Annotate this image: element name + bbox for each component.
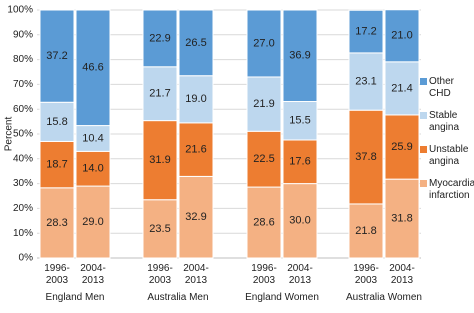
bar-segment bbox=[142, 199, 178, 259]
value-label: 15.5 bbox=[289, 115, 310, 127]
bar-segment bbox=[39, 187, 75, 259]
bar-segment bbox=[282, 183, 318, 259]
value-label: 25.9 bbox=[391, 141, 412, 153]
value-label: 23.1 bbox=[355, 75, 376, 87]
value-label: 21.4 bbox=[391, 82, 412, 94]
bar-segment bbox=[384, 178, 420, 259]
y-tick-label: 80% bbox=[13, 54, 33, 65]
value-label: 26.5 bbox=[185, 37, 206, 49]
bar-segment bbox=[246, 186, 282, 259]
y-tick-label: 0% bbox=[19, 253, 34, 264]
value-label: 21.6 bbox=[185, 144, 206, 156]
bar-segment bbox=[348, 9, 384, 54]
bar-segment bbox=[75, 9, 111, 127]
value-label: 21.8 bbox=[355, 225, 376, 237]
value-label: 27.0 bbox=[253, 37, 274, 49]
bar-segment bbox=[178, 9, 214, 77]
bar-segment bbox=[348, 52, 384, 111]
y-axis-label: Percent bbox=[4, 117, 15, 152]
y-tick-label: 60% bbox=[13, 104, 33, 115]
y-tick-label: 50% bbox=[13, 129, 33, 140]
value-label: 21.7 bbox=[149, 88, 170, 100]
bar-segment bbox=[178, 122, 214, 177]
y-tick-label: 70% bbox=[13, 79, 33, 90]
value-label: 31.9 bbox=[149, 154, 170, 166]
x-tick-label: 1996-2003 bbox=[147, 263, 173, 286]
x-tick-label: 2004-2013 bbox=[80, 263, 106, 286]
value-label: 32.9 bbox=[185, 211, 206, 223]
group-label: Australia Men bbox=[147, 292, 209, 303]
bar-segment bbox=[246, 130, 282, 188]
value-label: 46.6 bbox=[82, 62, 103, 74]
bar-segment bbox=[178, 75, 214, 124]
legend-swatch bbox=[420, 112, 427, 119]
x-tick-label: 2004-2013 bbox=[183, 263, 209, 286]
bar-segment bbox=[384, 9, 420, 63]
value-label: 21.0 bbox=[391, 30, 412, 42]
bar-segment bbox=[142, 120, 178, 201]
value-label: 15.8 bbox=[46, 116, 67, 128]
value-label: 36.9 bbox=[289, 50, 310, 62]
value-label: 14.0 bbox=[82, 163, 103, 175]
bar-segment bbox=[75, 150, 111, 187]
x-tick-label: 1996-2003 bbox=[353, 263, 379, 286]
x-tick-label: 1996-2003 bbox=[251, 263, 277, 286]
value-label: 28.3 bbox=[46, 217, 67, 229]
y-tick-label: 30% bbox=[13, 178, 33, 189]
value-label: 18.7 bbox=[46, 159, 67, 171]
value-label: 30.0 bbox=[289, 215, 310, 227]
y-tick-label: 20% bbox=[13, 203, 33, 214]
bar-segment bbox=[348, 203, 384, 259]
bar-segment bbox=[39, 9, 75, 103]
value-label: 37.8 bbox=[355, 151, 376, 163]
legend-label: Myocardial infarction bbox=[429, 178, 474, 201]
value-label: 21.9 bbox=[253, 98, 274, 110]
legend-label: Unstable angina bbox=[429, 144, 469, 167]
bar-segment bbox=[39, 101, 75, 142]
value-label: 29.0 bbox=[82, 216, 103, 228]
bar-segment bbox=[282, 139, 318, 185]
bar-segment bbox=[246, 76, 282, 132]
bar-segment bbox=[75, 185, 111, 259]
y-tick-label: 40% bbox=[13, 153, 33, 164]
legend-label: Stable angina bbox=[429, 110, 460, 133]
y-tick-label: 10% bbox=[13, 228, 33, 239]
bar-segment bbox=[282, 101, 318, 141]
value-label: 28.6 bbox=[253, 216, 274, 228]
bar-segment bbox=[39, 140, 75, 189]
y-tick-label: 90% bbox=[13, 29, 33, 40]
bar-segment bbox=[246, 9, 282, 78]
bar-segment bbox=[75, 125, 111, 152]
group-label: England Men bbox=[45, 292, 105, 303]
y-tick-label: 100% bbox=[7, 5, 33, 16]
value-label: 10.4 bbox=[82, 132, 103, 144]
value-label: 31.8 bbox=[391, 212, 412, 224]
value-label: 37.2 bbox=[46, 50, 67, 62]
bar-segment bbox=[142, 66, 178, 122]
x-tick-label: 2004-2013 bbox=[389, 263, 415, 286]
x-tick-label: 2004-2013 bbox=[287, 263, 313, 286]
group-label: Australia Women bbox=[346, 292, 422, 303]
group-label: England Women bbox=[245, 292, 319, 303]
legend-swatch bbox=[420, 78, 427, 85]
bar-segment bbox=[384, 114, 420, 180]
value-label: 23.5 bbox=[149, 223, 170, 235]
bar-segment bbox=[282, 9, 318, 103]
legend-label: Other CHD bbox=[429, 76, 455, 99]
value-label: 19.0 bbox=[185, 93, 206, 105]
value-label: 17.6 bbox=[289, 156, 310, 168]
bar-segment bbox=[142, 9, 178, 68]
bar-segment bbox=[384, 61, 420, 116]
x-tick-label: 1996-2003 bbox=[44, 263, 70, 286]
value-label: 22.9 bbox=[149, 32, 170, 44]
legend-swatch bbox=[420, 180, 427, 187]
value-label: 17.2 bbox=[355, 25, 376, 37]
value-label: 22.5 bbox=[253, 153, 274, 165]
legend-swatch bbox=[420, 146, 427, 153]
bar-segment bbox=[348, 109, 384, 205]
